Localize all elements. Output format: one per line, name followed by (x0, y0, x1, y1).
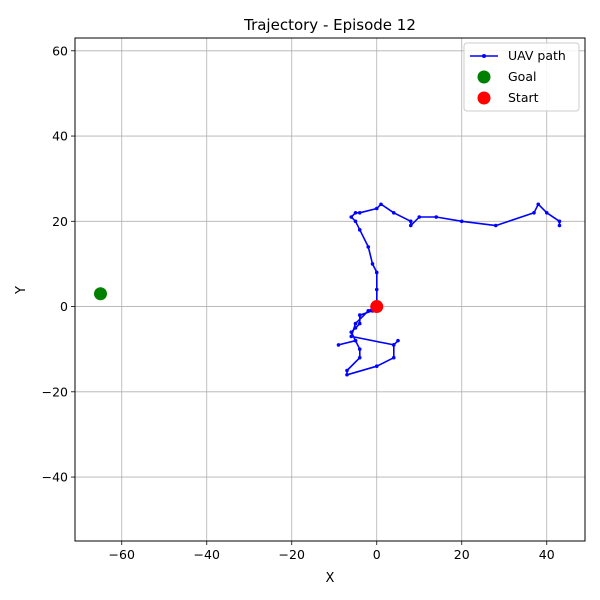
legend-item-start: Start (477, 90, 539, 105)
uav-path-point (353, 210, 358, 215)
uav-path-point (493, 223, 498, 228)
uav-path-point (349, 334, 354, 339)
uav-path-point (434, 215, 439, 219)
legend-line-marker (482, 54, 486, 58)
legend-label-uav-path: UAV path (508, 48, 566, 63)
y-ticks: −40 −20 0 20 40 60 (42, 43, 75, 485)
legend-start-swatch (477, 91, 491, 105)
uav-path-point (357, 228, 362, 232)
y-tick-label: 40 (52, 129, 68, 144)
uav-path-point (408, 223, 413, 228)
x-tick-label: 40 (539, 547, 555, 562)
uav-path-point (353, 338, 358, 343)
uav-path-point (349, 215, 354, 219)
uav-path-point (353, 219, 358, 224)
legend-box (463, 42, 580, 112)
uav-path-point (391, 343, 396, 347)
uav-path-point (345, 368, 349, 373)
uav-path-point (357, 313, 362, 317)
uav-path-point (357, 355, 362, 360)
uav-path-point (366, 309, 371, 313)
uav-path-point (357, 321, 362, 326)
uav-path-point (557, 219, 562, 224)
y-tick-label: 0 (60, 299, 68, 314)
legend-label-goal: Goal (508, 69, 536, 84)
uav-path-point (532, 210, 536, 215)
marker-points (94, 287, 384, 314)
uav-path-point (357, 347, 362, 351)
uav-path-point (374, 270, 379, 275)
x-tick-label: 20 (454, 547, 470, 562)
uav-path-point (391, 210, 396, 215)
y-axis-label: Y (14, 286, 29, 295)
y-tick-label: 20 (52, 214, 68, 229)
legend-goal-swatch (477, 70, 491, 84)
uav-path-point (374, 287, 379, 292)
uav-path-point (336, 343, 341, 347)
x-tick-label: 0 (373, 547, 381, 562)
uav-path-point (379, 202, 383, 207)
uav-path-point (374, 364, 379, 369)
goal-marker (94, 287, 107, 301)
y-tick-label: −40 (42, 470, 68, 485)
uav-path-point (366, 245, 371, 249)
uav-path-point (357, 210, 362, 215)
y-tick-label: −20 (42, 384, 68, 399)
grid-lines (75, 38, 585, 541)
start-marker (370, 300, 384, 314)
uav-path-point (544, 210, 549, 215)
uav-path-line (337, 203, 561, 376)
uav-path-point (370, 262, 375, 266)
plot-frame (74, 37, 586, 542)
y-tick-label: 60 (52, 43, 68, 58)
chart-title: Trajectory - Episode 12 (243, 16, 416, 34)
uav-path-point (353, 326, 358, 330)
x-axis-label: X (326, 571, 335, 586)
uav-path-point (536, 202, 541, 207)
uav-path-point (374, 206, 379, 211)
uav-path-point (417, 215, 422, 219)
x-tick-label: −40 (194, 547, 220, 562)
x-ticks: −60 −40 −20 0 20 40 (109, 541, 555, 562)
uav-path-point (396, 338, 400, 343)
uav-path-point (391, 355, 396, 360)
legend-item-goal: Goal (477, 69, 536, 84)
legend: UAV path Goal Start (463, 42, 580, 112)
uav-path-point (353, 321, 358, 326)
uav-path-series (336, 202, 562, 377)
uav-path-point (345, 372, 349, 377)
legend-label-start: Start (508, 90, 539, 105)
uav-path-point (349, 330, 354, 334)
x-tick-label: −20 (279, 547, 305, 562)
legend-item-uav-path: UAV path (470, 48, 566, 63)
uav-path-point (408, 219, 413, 224)
x-tick-label: −60 (109, 547, 135, 562)
uav-path-point (557, 223, 562, 228)
uav-path-point (459, 219, 464, 224)
